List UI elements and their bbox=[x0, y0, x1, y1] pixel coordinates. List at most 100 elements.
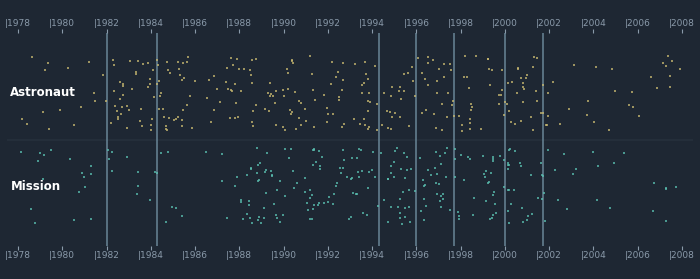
Point bbox=[590, 65, 601, 69]
Point bbox=[102, 148, 113, 153]
Point bbox=[378, 90, 389, 95]
Point bbox=[568, 172, 579, 177]
Point bbox=[363, 126, 374, 131]
Point bbox=[160, 127, 172, 131]
Point bbox=[117, 93, 128, 97]
Point bbox=[660, 186, 671, 190]
Point bbox=[482, 57, 493, 61]
Point bbox=[564, 107, 575, 112]
Point bbox=[16, 117, 27, 121]
Point bbox=[382, 125, 393, 130]
Point bbox=[582, 113, 593, 117]
Point bbox=[487, 157, 498, 162]
Point bbox=[484, 217, 496, 221]
Point bbox=[402, 71, 414, 75]
Point bbox=[153, 63, 164, 67]
Point bbox=[134, 119, 146, 123]
Point bbox=[522, 214, 533, 219]
Point bbox=[430, 126, 442, 131]
Point bbox=[362, 213, 373, 217]
Point bbox=[309, 97, 321, 102]
Point bbox=[528, 55, 540, 60]
Point bbox=[286, 112, 297, 116]
Point bbox=[314, 164, 326, 169]
Point bbox=[236, 200, 247, 205]
Point bbox=[115, 80, 126, 85]
Point bbox=[321, 106, 332, 110]
Point bbox=[370, 174, 381, 179]
Point bbox=[422, 83, 433, 87]
Point bbox=[124, 107, 135, 112]
Point bbox=[460, 53, 471, 58]
Point bbox=[221, 66, 232, 70]
Point bbox=[306, 193, 317, 197]
Point bbox=[409, 94, 420, 98]
Point bbox=[335, 171, 346, 175]
Point bbox=[146, 117, 158, 122]
Point bbox=[519, 86, 530, 91]
Point bbox=[116, 105, 127, 109]
Point bbox=[396, 221, 407, 226]
Point bbox=[652, 86, 663, 90]
Point bbox=[287, 110, 298, 114]
Point bbox=[155, 91, 166, 95]
Point bbox=[463, 85, 475, 90]
Point bbox=[356, 169, 368, 174]
Point bbox=[416, 209, 427, 214]
Point bbox=[400, 206, 411, 210]
Point bbox=[323, 199, 334, 204]
Point bbox=[149, 170, 160, 175]
Point bbox=[435, 161, 447, 166]
Point bbox=[657, 61, 668, 65]
Point bbox=[105, 121, 116, 126]
Point bbox=[253, 162, 264, 167]
Point bbox=[377, 122, 388, 127]
Point bbox=[675, 67, 686, 71]
Point bbox=[667, 59, 678, 63]
Point bbox=[456, 128, 468, 133]
Point bbox=[517, 206, 528, 210]
Point bbox=[267, 173, 278, 178]
Point bbox=[289, 90, 300, 95]
Point bbox=[245, 73, 256, 78]
Point bbox=[462, 75, 473, 79]
Point bbox=[27, 55, 38, 59]
Point bbox=[132, 192, 143, 196]
Point bbox=[264, 109, 275, 113]
Point bbox=[337, 61, 349, 65]
Point bbox=[512, 67, 524, 71]
Point bbox=[437, 102, 448, 106]
Point bbox=[234, 67, 245, 71]
Point bbox=[505, 147, 516, 151]
Point bbox=[153, 79, 164, 84]
Point bbox=[494, 153, 505, 158]
Point bbox=[106, 169, 118, 174]
Point bbox=[358, 210, 369, 215]
Point bbox=[100, 98, 111, 103]
Point bbox=[626, 90, 638, 94]
Point bbox=[430, 150, 441, 154]
Point bbox=[29, 220, 41, 225]
Point bbox=[398, 71, 409, 76]
Point bbox=[403, 187, 414, 192]
Point bbox=[382, 220, 393, 225]
Point bbox=[333, 97, 344, 102]
Point bbox=[77, 171, 88, 175]
Point bbox=[34, 151, 46, 155]
Point bbox=[426, 172, 437, 177]
Point bbox=[250, 102, 261, 107]
Point bbox=[634, 114, 645, 118]
Point bbox=[503, 220, 514, 225]
Point bbox=[247, 109, 258, 114]
Point bbox=[692, 212, 700, 217]
Point bbox=[148, 95, 160, 99]
Point bbox=[503, 209, 514, 213]
Point bbox=[274, 220, 286, 224]
Point bbox=[549, 168, 560, 172]
Point bbox=[431, 79, 442, 84]
Point bbox=[518, 99, 529, 104]
Point bbox=[421, 107, 432, 112]
Point bbox=[74, 190, 85, 195]
Point bbox=[587, 150, 598, 155]
Point bbox=[456, 123, 467, 128]
